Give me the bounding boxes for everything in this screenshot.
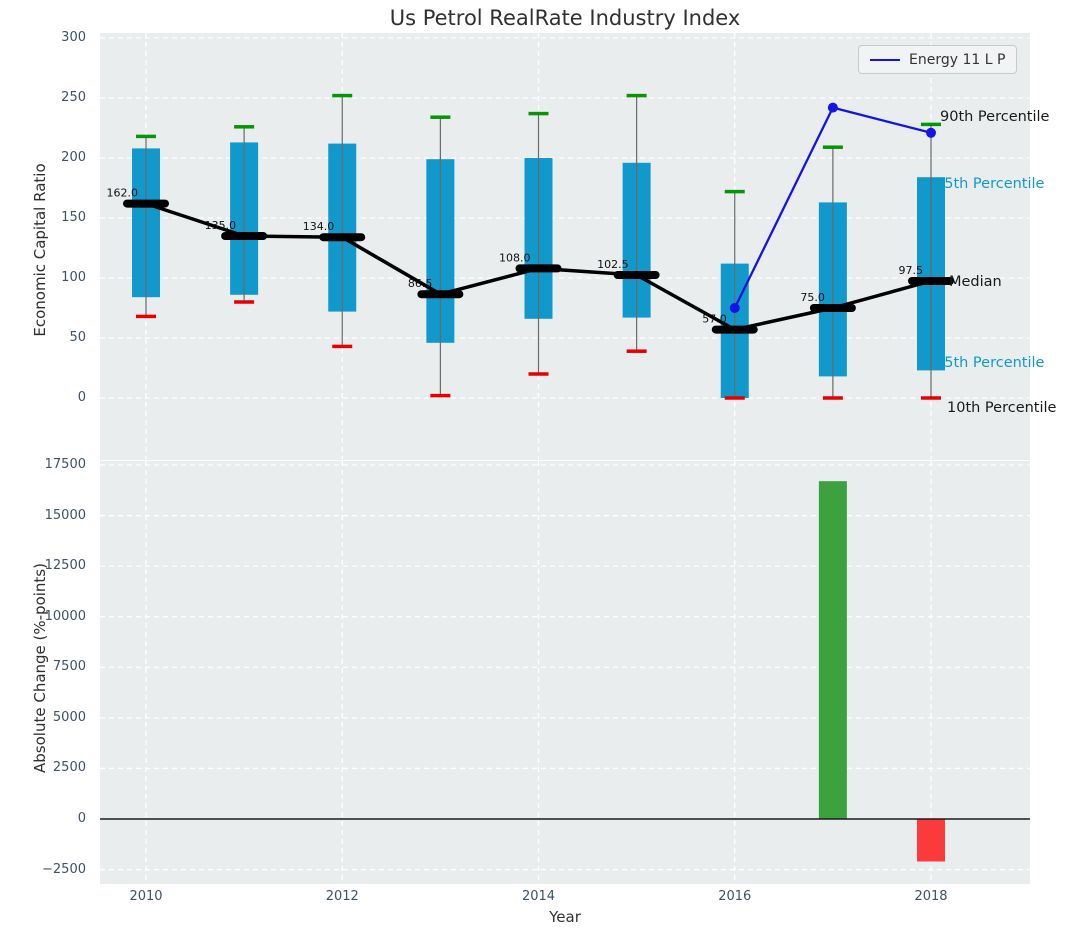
whisker-cap-high: [430, 115, 451, 119]
whisker-cap-low: [136, 314, 156, 319]
annotation-10th-percentile: 10th Percentile: [947, 400, 1057, 416]
median-value-label: 57.0: [702, 313, 727, 326]
top-panel: 75th Percentile 25th Percentile 162.0 135.0…: [100, 33, 1057, 460]
median-marker: [908, 277, 954, 285]
median-marker: [809, 304, 856, 312]
whisker-cap-high: [136, 134, 156, 139]
top-y-tick-label: 100: [61, 270, 86, 285]
bottom-panel: [100, 461, 1030, 884]
top-y-tick-label: 50: [69, 330, 86, 345]
annotation-25th-percentile: 25th Percentile: [935, 355, 1045, 371]
legend-line-sample: [870, 58, 900, 61]
x-tick-label: 2012: [325, 889, 359, 904]
energy-line-point: [729, 303, 740, 313]
top-y-tick-label: 150: [61, 210, 86, 225]
whisker-cap-low: [332, 344, 353, 349]
boxplot-svg: 75th Percentile 25th Percentile 162.0 135.0…: [100, 33, 1057, 460]
whisker-cap-high: [626, 93, 647, 98]
energy-line-point: [827, 102, 838, 113]
bottom-y-tick-label: 7500: [52, 659, 86, 675]
bar-negative-change: [917, 819, 945, 862]
bottom-y-tick-label: −2500: [42, 861, 86, 877]
median-marker: [613, 271, 660, 279]
median-marker: [515, 264, 562, 273]
bottom-y-tick-label: 12500: [44, 558, 86, 574]
median-value-label: 162.0: [107, 187, 139, 200]
median-marker: [417, 290, 464, 299]
top-y-tick-label: 200: [61, 150, 86, 165]
x-tick-label: 2016: [718, 889, 752, 904]
whisker-cap-high: [332, 93, 353, 98]
median-value-label: 108.0: [499, 251, 531, 264]
legend-label: Energy 11 L P: [909, 51, 1006, 68]
bar-positive-change: [818, 481, 847, 819]
top-y-tick-label: 250: [61, 90, 86, 105]
energy-line-point: [926, 127, 936, 138]
median-value-label: 135.0: [205, 219, 237, 232]
median-value-label: 97.5: [899, 264, 924, 277]
whisker-cap-low: [921, 396, 941, 400]
whisker-cap-low: [822, 396, 843, 400]
x-tick-label: 2014: [521, 889, 556, 904]
legend: Energy 11 L P: [858, 45, 1018, 74]
whisker-cap-high: [528, 111, 549, 116]
x-tick-label: 2018: [914, 889, 948, 904]
x-axis-label: Year: [549, 908, 581, 926]
whisker-cap-low: [528, 372, 549, 376]
median-value-label: 75.0: [800, 291, 825, 304]
whisker-cap-low: [724, 396, 745, 400]
chart-title: Us Petrol RealRate Industry Index: [389, 6, 741, 30]
bottom-y-tick-label: 2500: [52, 760, 86, 776]
median-marker: [123, 199, 169, 208]
top-y-tick-label: 0: [77, 390, 86, 405]
bottom-y-tick-label: 5000: [52, 709, 86, 725]
bottom-y-tick-label: 10000: [44, 608, 86, 624]
bar-chart-svg: [100, 461, 1030, 884]
whisker-cap-low: [234, 300, 255, 304]
whisker-cap-low: [626, 349, 647, 353]
top-y-axis-label: Economic Capital Ratio: [31, 163, 49, 337]
whisker-cap-low: [430, 393, 451, 398]
median-marker: [221, 232, 268, 240]
x-tick-label: 2010: [129, 889, 163, 904]
median-marker: [319, 233, 366, 242]
annotation-median: Median: [949, 274, 1002, 290]
bottom-y-tick-label: 0: [77, 811, 86, 826]
whisker-cap-high: [234, 125, 255, 129]
whisker-cap-high: [921, 122, 941, 127]
median-value-label: 102.5: [597, 258, 629, 271]
bottom-y-tick-label: 17500: [44, 456, 86, 472]
annotation-90th-percentile: 90th Percentile: [940, 109, 1050, 125]
median-value-label: 86.5: [408, 277, 433, 290]
median-marker: [711, 325, 758, 334]
whisker-cap-high: [822, 145, 843, 149]
top-y-tick-label: 300: [61, 30, 86, 45]
bottom-y-tick-label: 15000: [44, 507, 86, 523]
median-value-label: 134.0: [303, 220, 335, 233]
whisker-cap-high: [724, 189, 745, 194]
annotation-75th-percentile: 75th Percentile: [935, 176, 1045, 192]
